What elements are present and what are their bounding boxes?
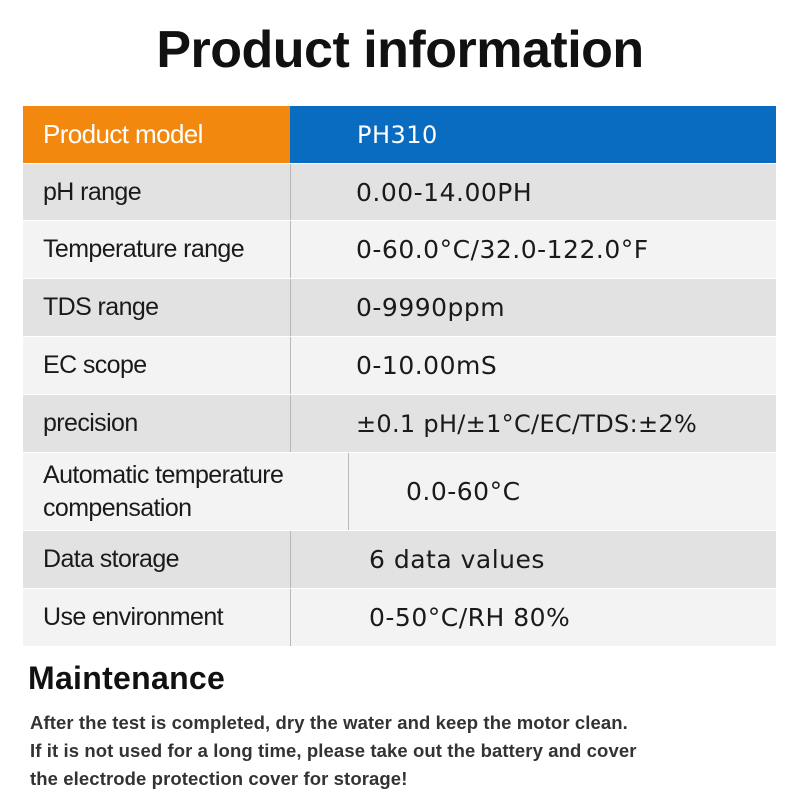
spec-row-use-environment: Use environment 0-50°C/RH 80% — [23, 589, 776, 647]
maintenance-line-2: If it is not used for a long time, pleas… — [30, 740, 637, 761]
spec-row-tds-range: TDS range 0-9990ppm — [23, 279, 776, 337]
spec-value-ec-scope: 0-10.00mS — [290, 337, 776, 394]
spec-value-ph-range: 0.00-14.00PH — [290, 164, 776, 220]
spec-label-auto-temp-compensation: Automatic temperature compensation — [23, 453, 348, 530]
spec-label-use-environment: Use environment — [43, 603, 224, 631]
spec-row-ph-range: pH range 0.00-14.00PH — [23, 164, 776, 221]
spec-label-tds-range: TDS range — [43, 293, 159, 321]
spec-label-auto-temp-line2: compensation — [43, 493, 192, 522]
spec-label-auto-temp-line1: Automatic temperature — [43, 460, 284, 489]
spec-value-auto-temp-compensation: 0.0-60°C — [348, 453, 776, 530]
spec-label-precision: precision — [43, 409, 138, 437]
maintenance-line-1: After the test is completed, dry the wat… — [30, 712, 628, 733]
spec-table: Product model PH310 pH range 0.00-14.00P… — [23, 106, 776, 647]
spec-row-data-storage: Data storage 6 data values — [23, 531, 776, 589]
spec-label-ph-range: pH range — [43, 177, 142, 206]
spec-label-data-storage: Data storage — [43, 545, 180, 573]
spec-value-temperature-range: 0-60.0°C/32.0-122.0°F — [290, 221, 776, 278]
spec-row-product-model: Product model PH310 — [23, 106, 776, 164]
maintenance-line-3: the electrode protection cover for stora… — [30, 768, 408, 789]
page-title: Product information — [156, 21, 644, 79]
spec-value-product-model: PH310 — [290, 106, 776, 163]
spec-value-precision: ±0.1 pH/±1°C/EC/TDS:±2% — [290, 395, 776, 452]
spec-value-use-environment: 0-50°C/RH 80% — [290, 589, 776, 646]
spec-value-data-storage: 6 data values — [290, 531, 776, 588]
spec-label-temperature-range: Temperature range — [43, 235, 245, 263]
spec-row-temperature-range: Temperature range 0-60.0°C/32.0-122.0°F — [23, 221, 776, 279]
spec-row-precision: precision ±0.1 pH/±1°C/EC/TDS:±2% — [23, 395, 776, 453]
spec-value-tds-range: 0-9990ppm — [290, 279, 776, 336]
maintenance-title: Maintenance — [28, 660, 226, 696]
spec-row-ec-scope: EC scope 0-10.00mS — [23, 337, 776, 395]
spec-row-auto-temp-compensation: Automatic temperature compensation 0.0-6… — [23, 453, 776, 531]
spec-label-product-model: Product model — [23, 106, 290, 163]
spec-label-ec-scope: EC scope — [43, 351, 147, 379]
maintenance-text: After the test is completed, dry the wat… — [30, 709, 790, 793]
